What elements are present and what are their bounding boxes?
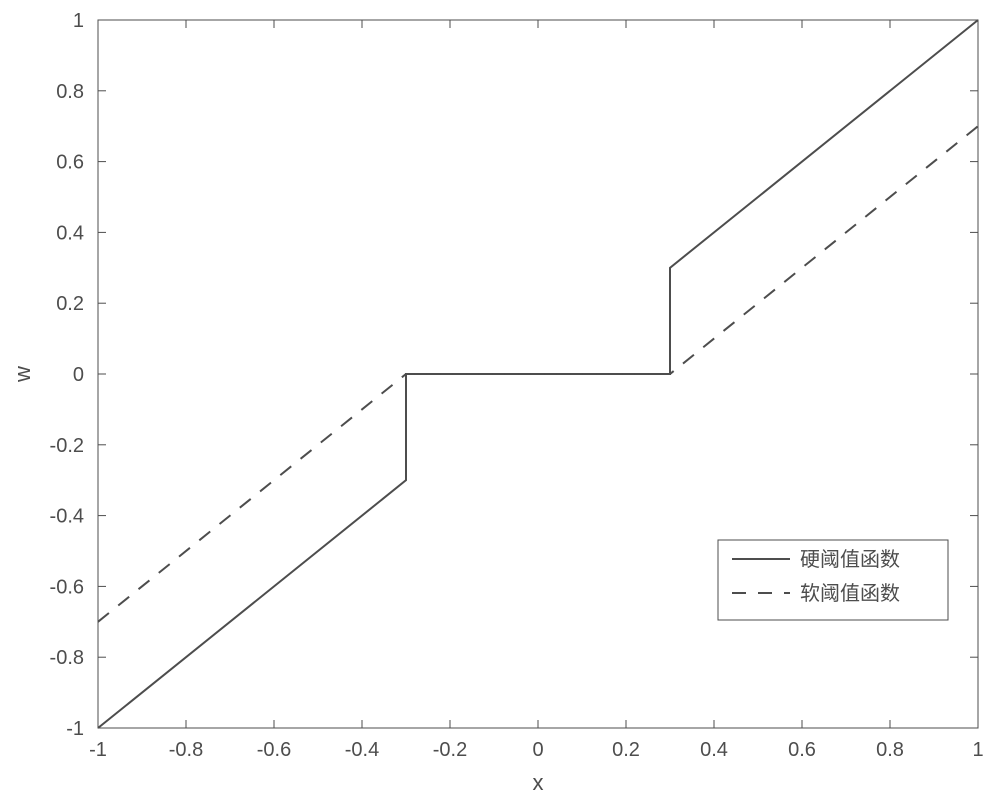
x-tick-label: 0.2: [612, 739, 640, 761]
chart-svg: -1 -0.8 -0.6 -0.4 -0.2 0 0.2 0.4 0.6 0.8 1 -1 -0.8 -0…: [0, 0, 1000, 808]
x-tick-label: -0.4: [345, 739, 379, 761]
threshold-function-chart: -1 -0.8 -0.6 -0.4 -0.2 0 0.2 0.4 0.6 0.8 1 -1 -0.8 -0…: [0, 0, 1000, 808]
legend-label-hard: 硬阈值函数: [800, 548, 900, 571]
y-tick-label: -1: [66, 718, 84, 740]
y-tick-label: 0.8: [56, 81, 84, 103]
x-tick-label: 0.6: [788, 739, 816, 761]
y-tick-label: -0.4: [50, 506, 84, 528]
x-tick-label: -0.8: [169, 739, 203, 761]
x-axis-title: x: [533, 770, 544, 795]
x-tick-label: 0.4: [700, 739, 728, 761]
x-tick-label: 0: [532, 739, 543, 761]
y-tick-label: 1: [73, 10, 84, 32]
y-tick-label: 0.2: [56, 293, 84, 315]
legend-label-soft: 软阈值函数: [800, 582, 900, 605]
x-tick-label: 0.8: [876, 739, 904, 761]
y-tick-label: -0.2: [50, 435, 84, 457]
y-tick-label: -0.6: [50, 576, 84, 598]
x-tick-label: -0.6: [257, 739, 291, 761]
y-tick-label: 0.4: [56, 222, 84, 244]
x-tick-label: 1: [972, 739, 983, 761]
y-tick-label: 0.6: [56, 152, 84, 174]
y-tick-label: 0: [73, 364, 84, 386]
x-tick-label: -0.2: [433, 739, 467, 761]
y-axis-title: w: [10, 366, 35, 383]
x-tick-label: -1: [89, 739, 107, 761]
y-tick-label: -0.8: [50, 647, 84, 669]
